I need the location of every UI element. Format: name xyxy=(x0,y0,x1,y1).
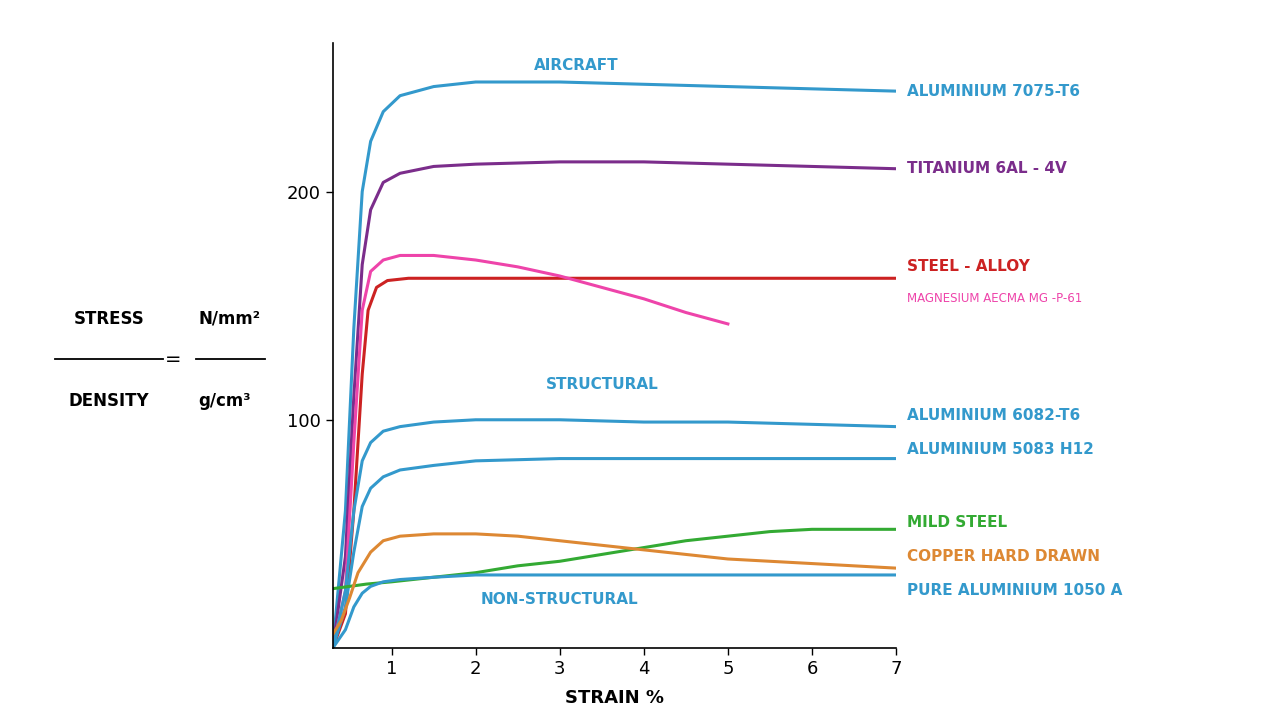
Text: TITANIUM 6AL - 4V: TITANIUM 6AL - 4V xyxy=(908,161,1066,176)
Text: STRUCTURAL: STRUCTURAL xyxy=(545,377,658,392)
Text: =: = xyxy=(165,351,180,369)
Text: ALUMINIUM 6082-T6: ALUMINIUM 6082-T6 xyxy=(908,408,1080,423)
Text: MILD STEEL: MILD STEEL xyxy=(908,515,1007,530)
Text: AIRCRAFT: AIRCRAFT xyxy=(534,58,620,73)
Text: DENSITY: DENSITY xyxy=(69,392,148,410)
Text: COPPER HARD DRAWN: COPPER HARD DRAWN xyxy=(908,549,1100,564)
Text: N/mm²: N/mm² xyxy=(198,310,260,328)
X-axis label: STRAIN %: STRAIN % xyxy=(564,689,664,707)
Text: STEEL - ALLOY: STEEL - ALLOY xyxy=(908,259,1030,274)
Text: g/cm³: g/cm³ xyxy=(198,392,251,410)
Text: NON-STRUCTURAL: NON-STRUCTURAL xyxy=(481,592,639,607)
Text: ALUMINIUM 7075-T6: ALUMINIUM 7075-T6 xyxy=(908,84,1080,99)
Text: STRESS: STRESS xyxy=(73,310,145,328)
Text: PURE ALUMINIUM 1050 A: PURE ALUMINIUM 1050 A xyxy=(908,583,1123,598)
Text: MAGNESIUM AECMA MG -P-61: MAGNESIUM AECMA MG -P-61 xyxy=(908,292,1083,305)
Text: ALUMINIUM 5083 H12: ALUMINIUM 5083 H12 xyxy=(908,442,1094,457)
